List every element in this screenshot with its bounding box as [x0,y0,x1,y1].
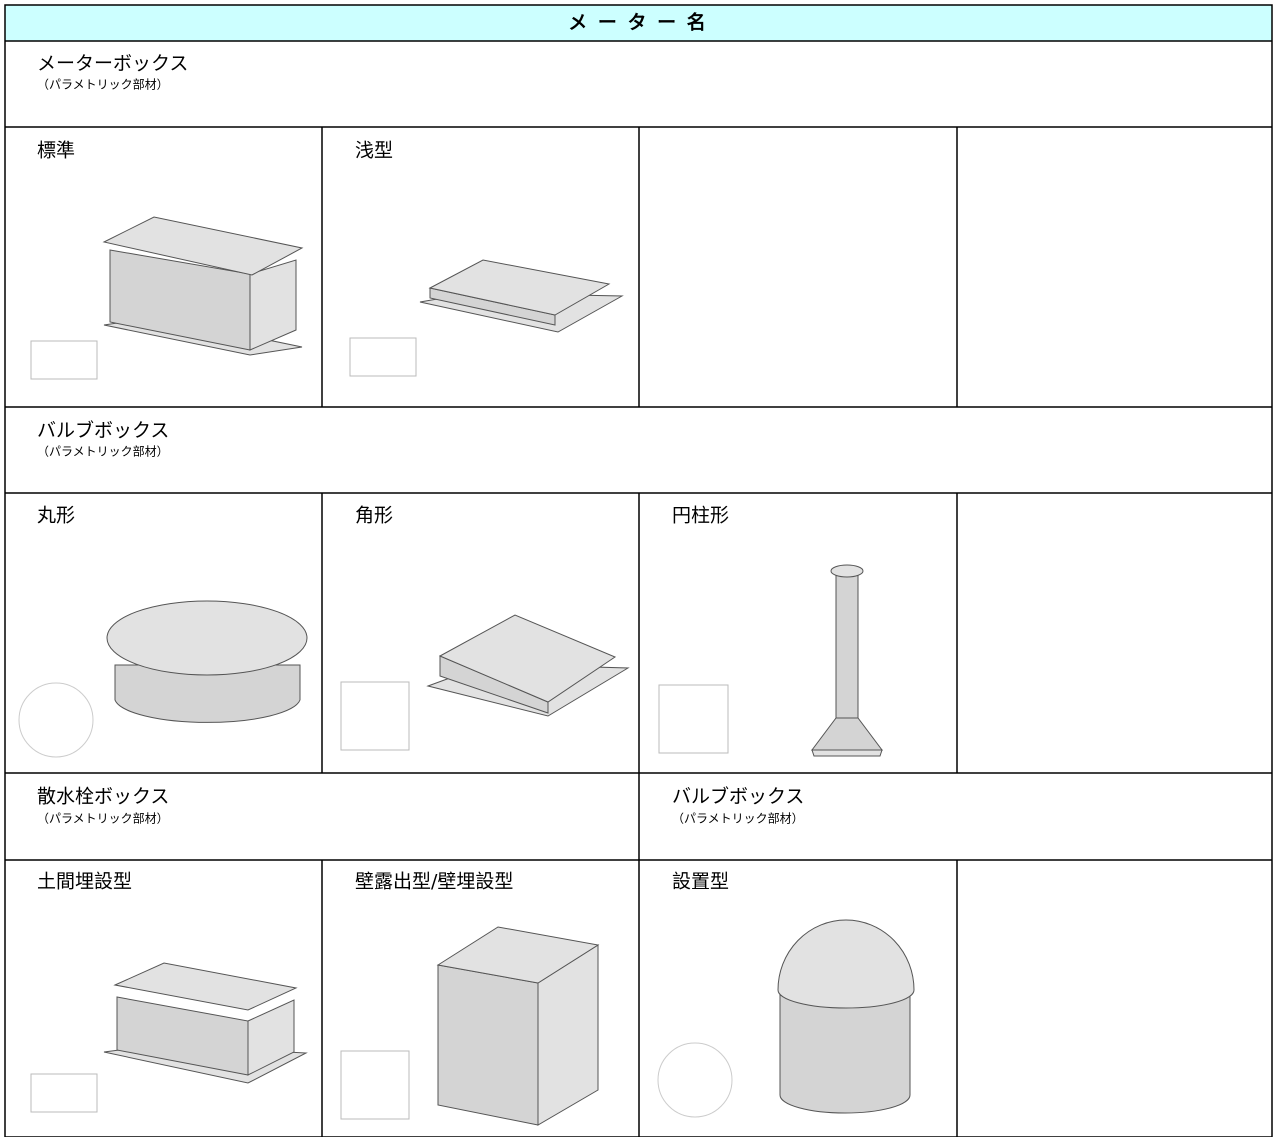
item-label: 角形 [355,505,393,527]
header-bg [5,5,1272,41]
item-label: 円柱形 [672,505,729,527]
section-subtitle: （パラメトリック部材） [37,77,169,92]
section-title: バルブボックス [672,785,804,808]
illustrations [18,216,915,1126]
item-label: 土間埋設型 [37,871,132,893]
item-label: 浅型 [355,140,393,162]
item-label: 設置型 [672,871,729,893]
section-title: バルブボックス [37,419,169,442]
header-title: メ ー タ ー 名 [568,11,707,34]
section-title: メーターボックス [37,53,188,75]
section-subtitle: （パラメトリック部材） [37,811,169,826]
grid [4,4,1273,1137]
section-subtitle: （パラメトリック部材） [37,444,169,459]
item-label: 壁露出型/壁埋設型 [355,871,513,893]
section-title: 散水栓ボックス [37,786,169,808]
item-label: 標準 [37,140,75,162]
section-subtitle: （パラメトリック部材） [672,811,804,826]
item-label: 丸形 [37,505,75,527]
